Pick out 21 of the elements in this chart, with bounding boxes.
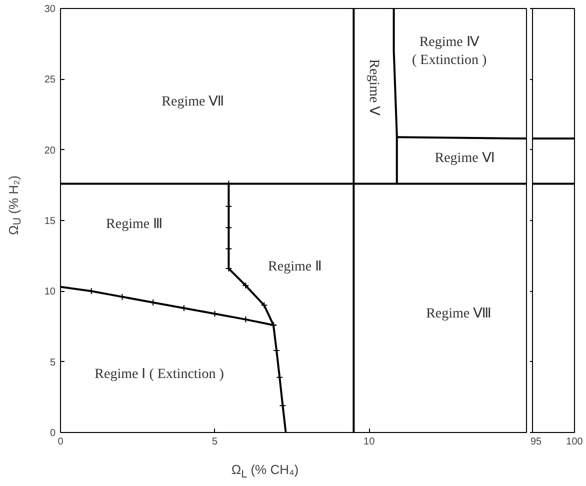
x-tick-label: 10 <box>364 436 376 448</box>
x-tick-label: 5 <box>212 436 218 448</box>
y-tick-label: 10 <box>44 286 56 298</box>
x-tick-label: 100 <box>566 436 584 448</box>
x-tick-label: 0 <box>58 436 64 448</box>
y-tick-label: 25 <box>44 74 56 86</box>
annotation: Regime Ⅴ <box>366 59 382 116</box>
annotation: Regime Ⅰ ( Extinction ) <box>94 367 224 382</box>
x-axis-title: Ω$_{L}$ (% CH₄) <box>231 461 299 483</box>
annotation: Regime Ⅶ <box>162 94 225 110</box>
annotation: Regime Ⅳ ( Extinction ) <box>412 34 488 68</box>
y-tick-label: 15 <box>44 216 56 227</box>
y-tick-label: 20 <box>44 145 56 156</box>
annotation: Regime Ⅱ <box>268 260 322 275</box>
y-tick-label: 0 <box>50 428 56 439</box>
annotation: Regime Ⅷ <box>426 306 492 322</box>
y-tick-label: 5 <box>50 357 56 368</box>
annotation: Regime Ⅲ <box>106 217 164 232</box>
y-tick-label: 30 <box>44 4 56 15</box>
x-tick-label: 95 <box>530 436 542 448</box>
annotation: Regime Ⅵ <box>434 150 495 166</box>
